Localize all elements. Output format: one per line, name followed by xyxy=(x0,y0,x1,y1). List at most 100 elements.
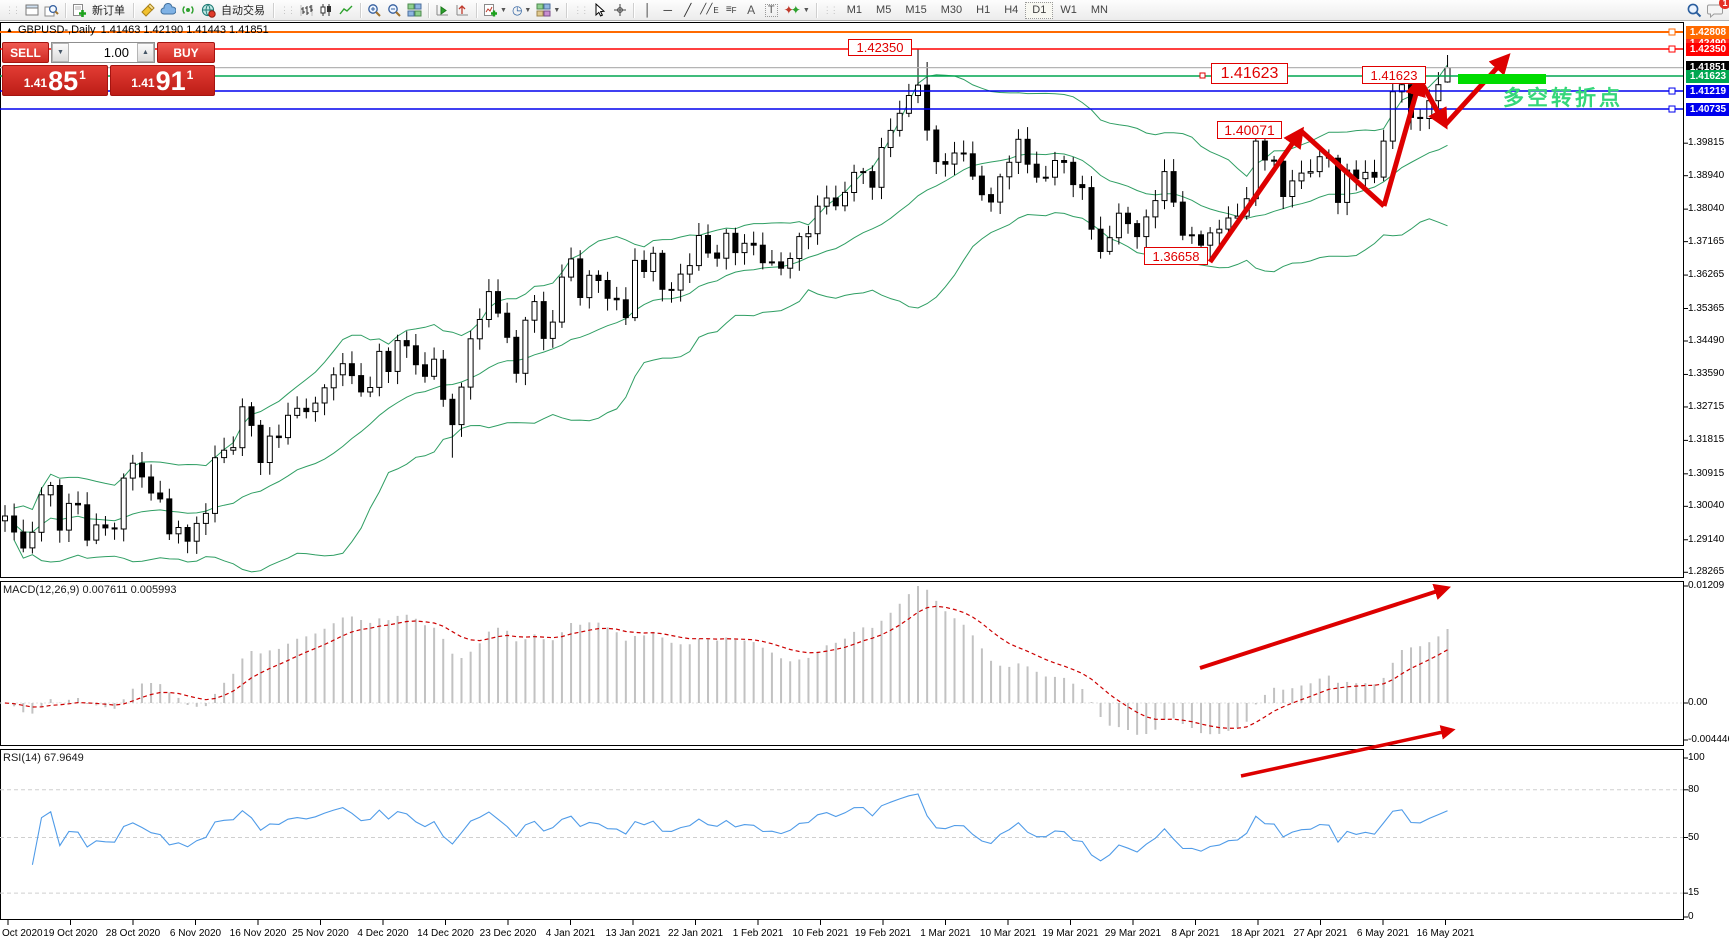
autotrade-label[interactable]: 自动交易 xyxy=(221,5,265,17)
price-axis-tick-label: 1.37165 xyxy=(1688,235,1725,247)
cursor-tool-icon[interactable] xyxy=(590,1,609,19)
macd-scale-label: 0.01209 xyxy=(1688,580,1725,591)
date-axis-label: 8 Apr 2021 xyxy=(1171,928,1220,939)
macd-pane-border xyxy=(0,581,1684,746)
autotrade-globe-icon[interactable] xyxy=(199,1,218,19)
horizontal-line-tool-icon[interactable]: ─ xyxy=(663,3,673,17)
price-annotation-label[interactable]: 1.36658 xyxy=(1144,247,1208,265)
bollinger-middle-band[interactable] xyxy=(13,144,1448,533)
date-axis-label: 6 May 2021 xyxy=(1356,928,1410,939)
price-axis-tick-label: 1.28265 xyxy=(1688,566,1725,578)
bar-chart-type-icon[interactable] xyxy=(297,1,316,19)
auto-scroll-icon[interactable] xyxy=(433,1,452,19)
symbol-period-label: GBPUSD-,Daily xyxy=(17,24,96,36)
price-annotation-label[interactable]: 1.41623 xyxy=(1362,66,1426,84)
label-tool-icon[interactable]: T xyxy=(762,1,781,19)
notification-badge: 1 xyxy=(1719,0,1729,9)
timeframe-d1[interactable]: D1 xyxy=(1025,1,1054,19)
macd-scale-label: -0.004446 xyxy=(1688,734,1729,745)
line-handle[interactable] xyxy=(1668,105,1676,113)
resistance-zone-bar[interactable] xyxy=(1458,74,1546,84)
timeframe-m1[interactable]: M1 xyxy=(846,4,863,16)
arrows-tool-icon[interactable]: ✦ ✦ ▼ xyxy=(783,3,810,17)
date-axis-label: 16 May 2021 xyxy=(1416,928,1475,939)
crosshair-tool-icon[interactable] xyxy=(610,1,629,19)
trend-zigzag-arrow[interactable] xyxy=(1299,129,1386,208)
buy-quote-display[interactable]: 1.41 91 1 xyxy=(109,65,215,96)
sell-button[interactable]: SELL xyxy=(2,42,49,63)
trend-zigzag-arrow[interactable] xyxy=(1443,53,1511,127)
macd-signal-line xyxy=(4,605,1448,729)
price-annotation-label[interactable]: 1.41623 xyxy=(1211,63,1288,84)
new-order-label[interactable]: 新订单 xyxy=(92,5,125,17)
timeframe-h1[interactable]: H1 xyxy=(976,4,991,16)
date-axis-label: 16 Nov 2020 xyxy=(229,928,287,939)
timeframe-h4[interactable]: H4 xyxy=(1004,4,1019,16)
macd-trend-arrow[interactable] xyxy=(1199,583,1451,670)
template-icon[interactable]: ▼ xyxy=(534,1,562,19)
timeframe-m15[interactable]: M15 xyxy=(905,4,927,16)
text-tool-icon[interactable]: A xyxy=(747,3,756,17)
sell-price-big: 85 xyxy=(48,66,79,96)
date-axis-label: 19 Mar 2021 xyxy=(1042,928,1099,939)
period-clock-icon[interactable]: ◷ ▼ xyxy=(511,3,532,17)
volume-increase-button[interactable]: ▲ xyxy=(137,43,154,62)
trend-zigzag-arrow[interactable] xyxy=(1207,126,1304,264)
price-axis-tick-label: 1.38040 xyxy=(1688,203,1725,215)
new-window-icon[interactable] xyxy=(22,1,41,19)
timeframe-m30[interactable]: M30 xyxy=(940,4,963,16)
collapse-triangle-icon[interactable]: ▲ xyxy=(6,26,13,34)
trend-zigzag-arrow[interactable] xyxy=(1417,78,1448,130)
line-handle[interactable] xyxy=(1668,87,1676,95)
turning-point-annotation[interactable]: 多空转折点 xyxy=(1503,87,1623,110)
trendline-tool-icon[interactable]: ╱ xyxy=(684,3,692,17)
candle-chart-type-icon[interactable] xyxy=(317,1,336,19)
chart-shift-icon[interactable] xyxy=(453,1,472,19)
channel-tool-icon[interactable]: ╱╱ E xyxy=(700,4,719,15)
line-handle[interactable] xyxy=(1668,28,1676,36)
bollinger-lower-band[interactable] xyxy=(13,212,1448,573)
zoom-in-icon[interactable] xyxy=(365,1,384,19)
timeframe-mn[interactable]: MN xyxy=(1090,4,1108,16)
search-icon[interactable] xyxy=(1684,1,1704,19)
one-click-trading-panel: SELL ▼ 1.00 ▲ BUY 1.41 85 1 1.41 91 1 xyxy=(2,42,215,96)
fibonacci-tool-icon[interactable]: ≡ F xyxy=(725,4,737,15)
line-handle[interactable] xyxy=(1668,45,1676,53)
rsi-trend-arrow[interactable] xyxy=(1240,725,1456,778)
notifications-chat-icon[interactable]: 1 xyxy=(1705,0,1729,19)
price-annotation-label[interactable]: 1.40071 xyxy=(1217,121,1282,139)
add-indicator-icon[interactable]: ▼ xyxy=(481,1,509,19)
price-axis-tick-label: 1.32715 xyxy=(1688,400,1725,412)
timeframe-m5[interactable]: M5 xyxy=(876,4,892,16)
macd-label: MACD(12,26,9) 0.007611 0.005993 xyxy=(3,584,177,596)
new-order-icon[interactable] xyxy=(70,1,89,19)
macd-scale-label: 0.00 xyxy=(1688,697,1708,708)
market-watch-icon[interactable] xyxy=(42,1,61,19)
signal-icon[interactable] xyxy=(179,1,198,19)
rsi-scale-label: 0 xyxy=(1688,911,1694,922)
price-axis-tick-label: 1.29140 xyxy=(1688,533,1725,545)
toolbar-grip: ⋮⋮ xyxy=(5,4,21,15)
line-handle[interactable] xyxy=(1199,72,1206,79)
volume-value[interactable]: 1.00 xyxy=(103,45,129,60)
community-cloud-icon[interactable] xyxy=(158,1,178,19)
line-chart-type-icon[interactable] xyxy=(337,1,356,19)
candlestick-series xyxy=(2,49,1451,554)
date-axis-label: 10 Feb 2021 xyxy=(792,928,849,939)
tile-windows-icon[interactable] xyxy=(405,1,424,19)
trend-zigzag-arrow[interactable] xyxy=(1381,74,1426,207)
sell-quote-display[interactable]: 1.41 85 1 xyxy=(2,65,108,96)
date-axis-label: 18 Apr 2021 xyxy=(1231,928,1285,939)
price-axis-badge: 1.41623 xyxy=(1686,69,1729,83)
date-axis-label: 27 Apr 2021 xyxy=(1293,928,1348,939)
timeframe-w1[interactable]: W1 xyxy=(1060,4,1077,16)
volume-decrease-button[interactable]: ▼ xyxy=(52,43,69,62)
buy-button[interactable]: BUY xyxy=(157,42,215,63)
zoom-out-icon[interactable] xyxy=(385,1,404,19)
date-axis-label: 6 Nov 2020 xyxy=(169,928,222,939)
styler-brush-icon[interactable] xyxy=(138,1,157,19)
date-axis-label: 23 Dec 2020 xyxy=(479,928,537,939)
price-annotation-label[interactable]: 1.42350 xyxy=(848,39,912,56)
vertical-line-tool-icon[interactable]: │ xyxy=(644,3,652,17)
